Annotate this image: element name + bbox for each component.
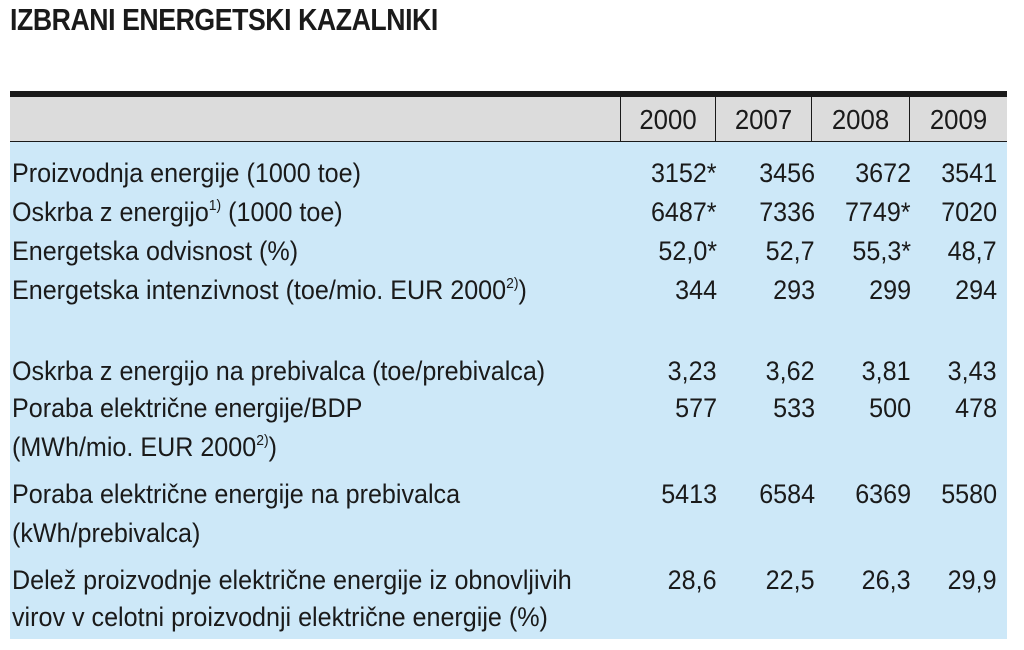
cell-2009: 7020 (941, 197, 997, 227)
cell-2007: 6584 (759, 479, 815, 509)
cell-2009: 3541 (941, 158, 997, 188)
row-label: Energetska odvisnost (%) (12, 236, 299, 266)
row-label-text: Oskrba z energijo (12, 197, 209, 227)
cell-2008: 26,3 (862, 565, 911, 595)
cell-2000: 577 (675, 393, 717, 423)
cell-2008: 299 (869, 275, 911, 305)
header-divider (10, 141, 1007, 142)
cell-2000: 3152* (651, 158, 717, 188)
cell-2009: 3,43 (948, 356, 997, 386)
row-label: Oskrba z energijo na prebivalca (toe/pre… (12, 356, 546, 386)
row-label: Proizvodnja energije (1000 toe) (12, 158, 361, 188)
row-label-line2: (MWh/mio. EUR 20002)) (12, 429, 589, 466)
cell-2000: 6487* (651, 197, 717, 227)
row-label-text: (MWh/mio. EUR 2000 (12, 432, 257, 462)
row-label: Poraba električne energije na prebivalca (12, 479, 461, 509)
row-label-unit: ) (268, 432, 277, 462)
cell-2009: 478 (955, 393, 997, 423)
footnote-marker: 2) (506, 275, 519, 292)
cell-2000: 344 (675, 275, 717, 305)
header-separator (620, 97, 621, 141)
cell-2008: 55,3* (852, 236, 911, 266)
row-label-line2: (kWh/prebivalca) (12, 518, 201, 548)
header-separator (909, 97, 910, 141)
cell-2008: 500 (869, 393, 911, 423)
table-header (10, 97, 1007, 141)
cell-2009: 48,7 (948, 236, 997, 266)
row-label: Oskrba z energijo1) (1000 toe) (12, 194, 589, 231)
indicators-table: 2000 2007 2008 2009 Proizvodnja energije… (10, 91, 1007, 639)
cell-2007: 7336 (759, 197, 815, 227)
cell-2007: 3456 (759, 158, 815, 188)
row-label-text: Energetska intenzivnost (toe/mio. EUR 20… (12, 275, 507, 305)
footnote-marker: 1) (208, 197, 222, 214)
cell-2000: 3,23 (668, 356, 717, 386)
cell-2007: 52,7 (766, 236, 815, 266)
cell-2009: 5580 (941, 479, 997, 509)
row-label-unit: (1000 toe) (221, 197, 343, 227)
cell-2009: 294 (955, 275, 997, 305)
row-label-unit: ) (518, 275, 527, 305)
cell-2008: 3,81 (862, 356, 911, 386)
column-header-2009: 2009 (929, 104, 988, 135)
row-label: Poraba električne energije/BDP (12, 393, 363, 423)
cell-2008: 6369 (855, 479, 911, 509)
footnote-marker: 2) (256, 432, 269, 449)
cell-2000: 28,6 (668, 565, 717, 595)
cell-2007: 22,5 (766, 565, 815, 595)
cell-2000: 52,0* (658, 236, 717, 266)
page-title: IZBRANI ENERGETSKI KAZALNIKI (10, 2, 438, 37)
cell-2000: 5413 (661, 479, 717, 509)
cell-2007: 3,62 (766, 356, 815, 386)
column-header-2008: 2008 (831, 104, 890, 135)
cell-2008: 3672 (855, 158, 911, 188)
table-top-rule (10, 91, 1007, 97)
column-header-2000: 2000 (639, 104, 697, 135)
cell-2007: 293 (773, 275, 815, 305)
cell-2007: 533 (773, 393, 815, 423)
row-label-line2: virov v celotni proizvodnji električne e… (12, 602, 548, 632)
row-label: Delež proizvodnje električne energije iz… (12, 565, 572, 595)
header-separator (715, 97, 716, 141)
column-header-2007: 2007 (734, 104, 793, 135)
row-label: Energetska intenzivnost (toe/mio. EUR 20… (12, 272, 589, 309)
header-separator (811, 97, 812, 141)
cell-2008: 7749* (845, 197, 911, 227)
cell-2009: 29,9 (948, 565, 997, 595)
